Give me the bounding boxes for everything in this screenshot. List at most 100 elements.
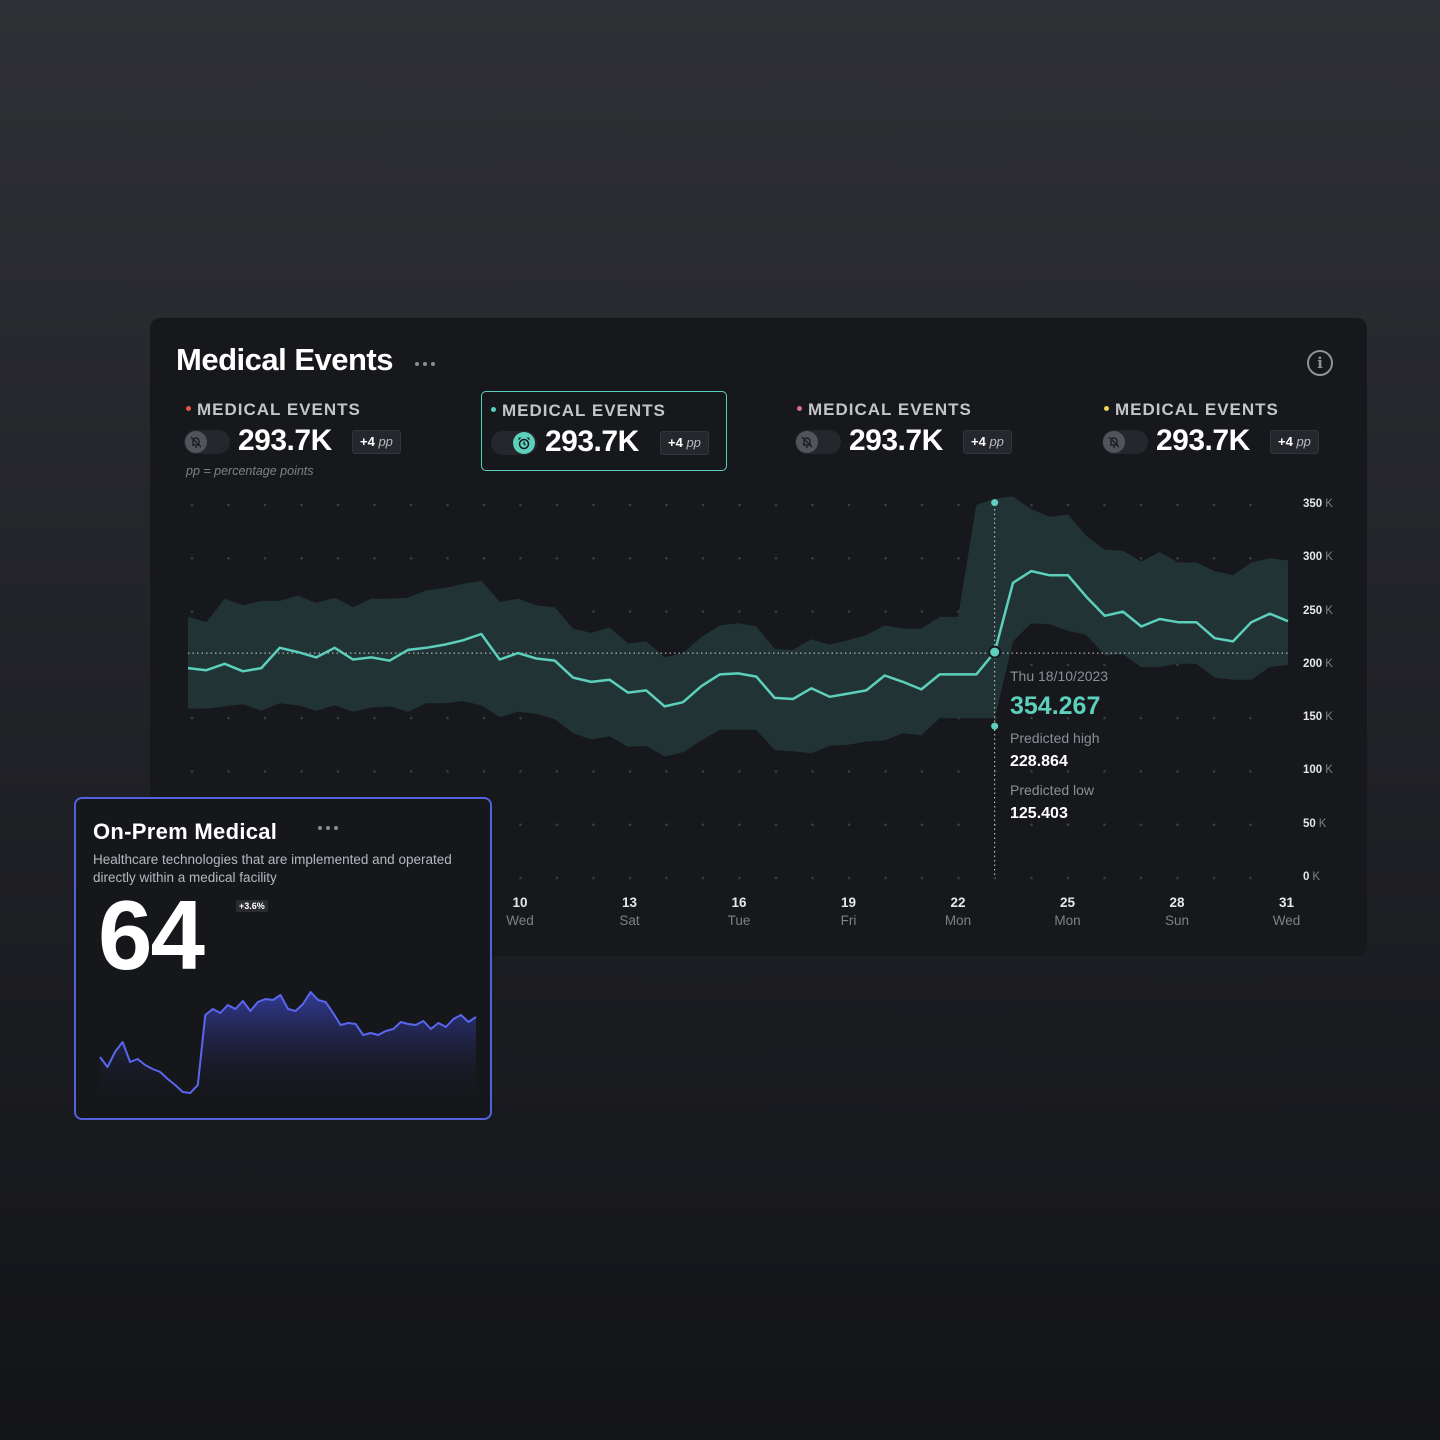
grid-dot xyxy=(738,503,741,507)
on-prem-medical-card[interactable]: On-Prem Medical Healthcare technologies … xyxy=(74,797,492,1120)
grid-dot xyxy=(190,716,194,720)
info-icon[interactable]: i xyxy=(1307,350,1333,376)
y-tick-label: 200 K xyxy=(1303,657,1333,670)
y-tick-label: 50 K xyxy=(1303,817,1327,830)
grid-dot xyxy=(884,503,887,507)
grid-dot xyxy=(190,770,194,773)
grid-dot xyxy=(555,876,559,880)
grid-dot xyxy=(920,876,924,880)
grid-dot xyxy=(665,503,668,507)
x-tick-label: 22 Mon xyxy=(944,895,972,928)
alarm-toggle[interactable] xyxy=(1102,430,1148,454)
y-tick-label: 250 K xyxy=(1303,604,1333,617)
grid-dot xyxy=(1066,716,1070,720)
sparkline-line xyxy=(99,991,477,1094)
tooltip-low-label: Predicted low xyxy=(1010,782,1095,798)
kpi-label: MEDICAL EVENTS xyxy=(797,400,972,420)
alarm-clock-icon xyxy=(518,437,530,450)
x-tick-label: 28 Sun xyxy=(1164,895,1190,928)
grid-dot xyxy=(446,503,449,507)
grid-dot xyxy=(1176,823,1179,827)
grid-dot xyxy=(300,716,303,720)
panel-more-icon[interactable] xyxy=(415,362,435,366)
kpi-card-4[interactable]: MEDICAL EVENTS 293.7K +4 pp xyxy=(1092,390,1338,470)
sparkline-area xyxy=(100,992,476,1104)
alarm-toggle[interactable] xyxy=(795,430,841,454)
grid-dot xyxy=(519,823,522,827)
grid-dot xyxy=(482,716,486,720)
grid-dot xyxy=(665,823,668,827)
grid-dot xyxy=(1139,770,1143,773)
grid-dot xyxy=(1176,716,1179,720)
grid-dot xyxy=(920,556,924,560)
grid-dot xyxy=(628,503,632,507)
kpi-delta-badge: +4 pp xyxy=(1270,430,1319,454)
grid-dot xyxy=(1212,770,1216,773)
grid-dot xyxy=(1212,876,1216,880)
y-tick-label: 300 K xyxy=(1303,551,1333,564)
grid-dot xyxy=(190,556,194,560)
kpi-card-3[interactable]: MEDICAL EVENTS 293.7K +4 pp xyxy=(785,390,1031,470)
grid-dot xyxy=(263,716,267,720)
grid-dot xyxy=(1139,716,1143,720)
grid-dot xyxy=(665,876,668,880)
grid-dot xyxy=(701,556,705,560)
grid-dot xyxy=(811,610,814,613)
kpi-dot xyxy=(1104,406,1109,411)
grid-dot xyxy=(1066,663,1070,667)
grid-dot xyxy=(519,770,522,773)
card-value: 64 xyxy=(98,880,205,990)
grid-dot xyxy=(300,503,303,507)
grid-dot xyxy=(263,556,267,560)
grid-dot xyxy=(1139,556,1143,560)
grid-dot xyxy=(884,556,887,560)
grid-dot xyxy=(774,503,778,507)
grid-dot xyxy=(884,610,887,613)
grid-dot xyxy=(1066,770,1070,773)
grid-dot xyxy=(409,503,413,507)
grid-dot xyxy=(446,770,449,773)
grid-dot xyxy=(1249,716,1252,720)
grid-dot xyxy=(1249,503,1252,507)
grid-dot xyxy=(446,556,449,560)
grid-dot xyxy=(993,876,997,880)
kpi-delta-badge: +4 pp xyxy=(660,431,709,455)
kpi-card-1[interactable]: MEDICAL EVENTS 293.7K +4 pp xyxy=(174,390,420,470)
grid-dot xyxy=(1103,823,1106,827)
kpi-card-2[interactable]: MEDICAL EVENTS 293.7K +4 pp xyxy=(481,391,727,471)
grid-dot xyxy=(701,770,705,773)
grid-dot xyxy=(592,556,595,560)
grid-dot xyxy=(738,876,741,880)
alarm-toggle[interactable] xyxy=(184,430,230,454)
grid-dot xyxy=(336,556,340,560)
grid-dot xyxy=(847,503,851,507)
grid-dot xyxy=(519,556,522,560)
series-line xyxy=(187,569,1289,708)
grid-dot xyxy=(592,610,595,613)
grid-dot xyxy=(884,876,887,880)
grid-dot xyxy=(957,503,960,507)
grid-dot xyxy=(774,556,778,560)
grid-dot xyxy=(592,823,595,827)
kpi-dot xyxy=(797,406,802,411)
grid-dot xyxy=(1030,663,1033,667)
grid-dot xyxy=(1103,503,1106,507)
grid-dot xyxy=(519,503,522,507)
bell-off-icon xyxy=(190,436,202,448)
grid-dot xyxy=(409,556,413,560)
card-more-icon[interactable] xyxy=(318,826,338,830)
tooltip-high-value: 228.864 xyxy=(1010,753,1068,770)
grid-dot xyxy=(592,770,595,773)
y-tick-label: 150 K xyxy=(1303,711,1333,724)
y-tick-label: 100 K xyxy=(1303,764,1333,777)
grid-dot xyxy=(701,876,705,880)
grid-dot xyxy=(811,503,814,507)
alarm-toggle[interactable] xyxy=(491,431,537,455)
grid-dot xyxy=(628,610,632,613)
grid-dot xyxy=(519,876,522,880)
bell-off-icon xyxy=(801,436,813,448)
footnote: pp = percentage points xyxy=(186,464,314,478)
grid-dot xyxy=(1103,663,1106,667)
grid-dot xyxy=(1212,716,1216,720)
